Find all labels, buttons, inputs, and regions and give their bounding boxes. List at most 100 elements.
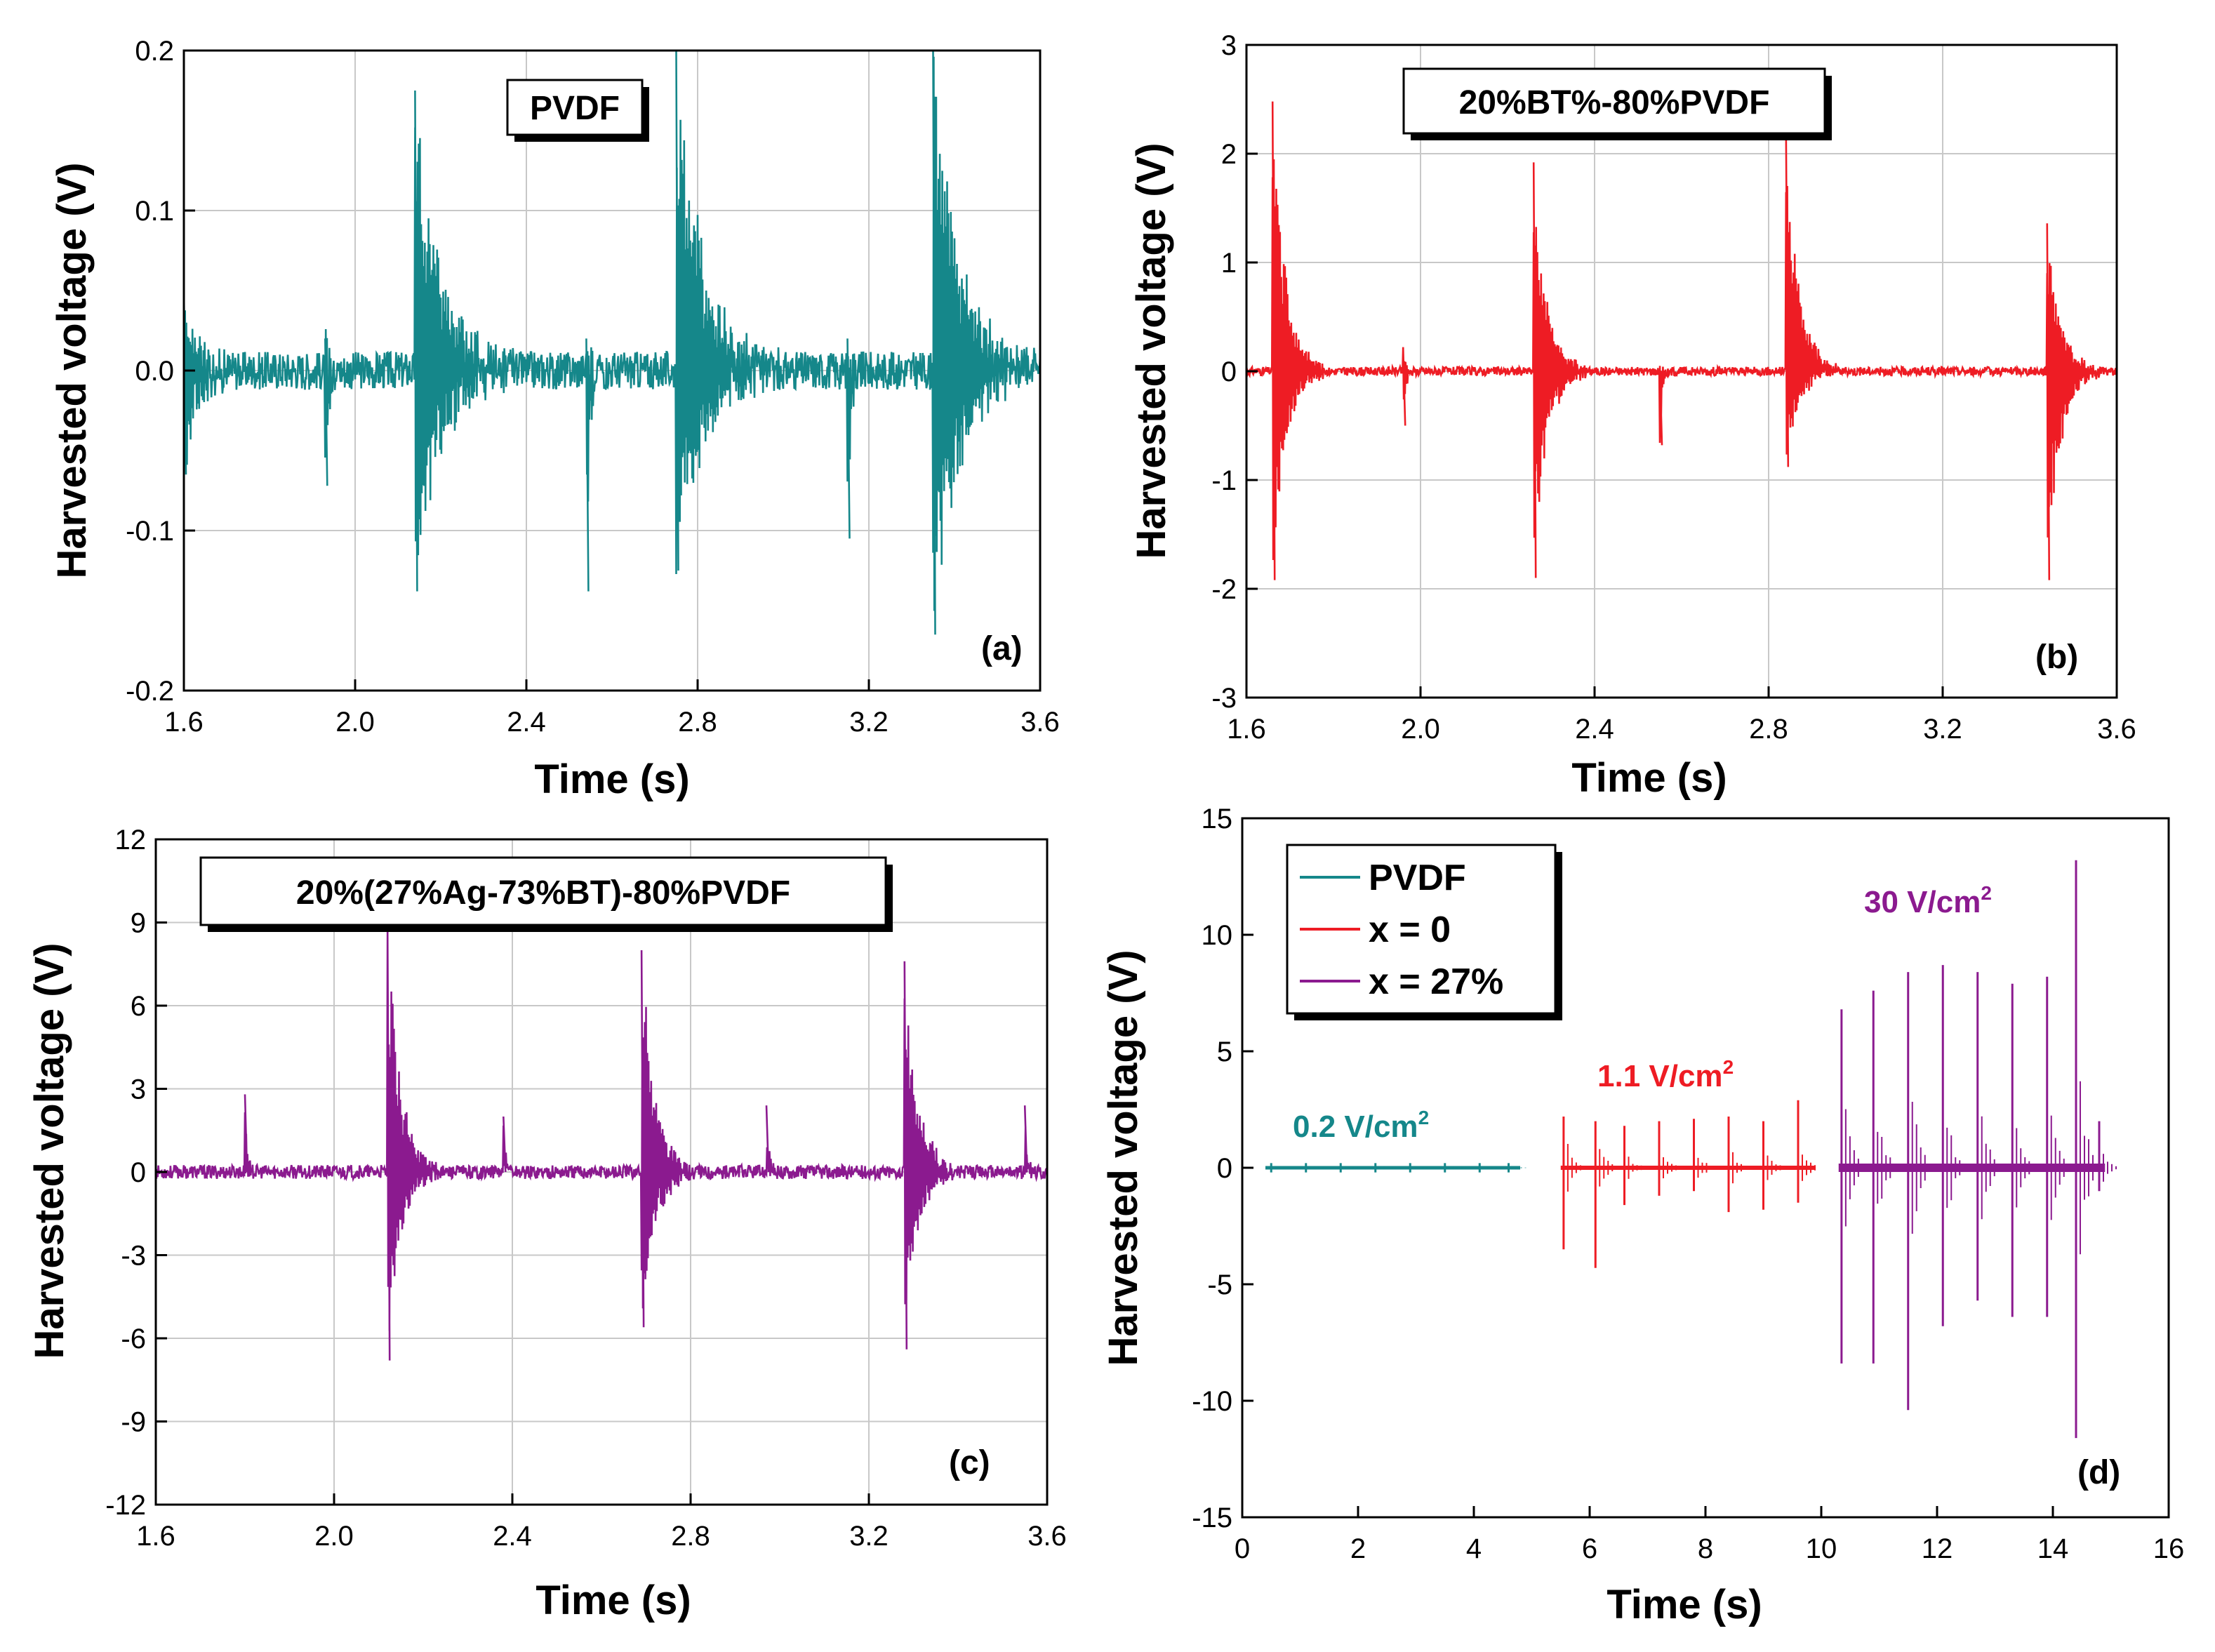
- x-tick-label: 8: [1698, 1533, 1713, 1564]
- x-tick-label: 2: [1350, 1533, 1366, 1564]
- y-tick-label: -6: [121, 1324, 146, 1354]
- panel-c-ylabel: Harvested voltage (V): [27, 942, 72, 1359]
- y-tick-label: -10: [1192, 1386, 1232, 1417]
- y-tick-label: -1: [1211, 465, 1237, 496]
- x-tick-label: 2.8: [1749, 714, 1788, 745]
- series-1: [1560, 1100, 1816, 1268]
- annotation-x27-sup: 2: [1981, 882, 1992, 904]
- y-tick-label: -3: [1211, 683, 1237, 714]
- y-tick-label: -9: [121, 1407, 146, 1438]
- panel-d-comparison: 0 2 4 6 8 10 12 14 16 -15 -10 -5 0 5 10 15 PVDF x = 0 x…: [1100, 804, 2184, 1627]
- panel-a-box-label: PVDF: [506, 79, 649, 142]
- annotation-x0-sup: 2: [1723, 1056, 1734, 1078]
- x-tick-label: 14: [2037, 1533, 2069, 1564]
- y-tick-label: 12: [115, 825, 147, 855]
- y-tick-label: 5: [1217, 1037, 1232, 1067]
- y-tick-label: 10: [1202, 920, 1233, 951]
- panel-d-legend: PVDF x = 0 x = 27%: [1286, 844, 1562, 1020]
- y-tick-label: 0.1: [135, 196, 174, 227]
- panel-b-box-label: 20%BT%-80%PVDF: [1402, 67, 1832, 140]
- panel-a-xlabel: Time (s): [534, 757, 689, 802]
- x-tick-label: 3.6: [1027, 1521, 1067, 1552]
- y-tick-label: 0: [131, 1157, 146, 1188]
- annotation-x27-density: 30 V/cm2: [1864, 882, 1992, 919]
- y-tick-label: 15: [1202, 804, 1233, 834]
- panel-d-ticks: 0 2 4 6 8 10 12 14 16 -15 -10 -5 0 5 10 15: [1192, 804, 2184, 1564]
- y-tick-label: -0.2: [126, 676, 174, 707]
- y-tick-label: 3: [131, 1074, 146, 1105]
- y-tick-label: 0: [1221, 357, 1237, 387]
- x-tick-label: 2.0: [335, 707, 375, 738]
- x-tick-label: 3.6: [2097, 714, 2136, 745]
- annotation-x27-text: 30 V/cm: [1864, 885, 1981, 919]
- x-tick-label: 12: [1922, 1533, 1953, 1564]
- panel-b-ylabel: Harvested voltage (V): [1129, 142, 1174, 559]
- panel-b-bt-pvdf: 1.6 2.0 2.4 2.8 3.2 3.6 -3 -2 -1 0 1 2 3 20%BT%-80%P…: [1129, 30, 2136, 801]
- x-tick-label: 3.2: [849, 707, 889, 738]
- x-tick-label: 2.0: [314, 1521, 354, 1552]
- panel-b-xlabel: Time (s): [1571, 755, 1727, 801]
- x-tick-label: 3.2: [849, 1521, 889, 1552]
- panel-c-label: (c): [949, 1444, 990, 1481]
- x-tick-label: 1.6: [1227, 714, 1266, 745]
- panel-b-trace: [1245, 101, 2118, 580]
- x-tick-label: 16: [2153, 1533, 2185, 1564]
- panel-a-label: (a): [981, 630, 1023, 667]
- annotation-pvdf-sup: 2: [1418, 1107, 1430, 1128]
- x-tick-label: 6: [1582, 1533, 1597, 1564]
- x-tick-label: 2.0: [1401, 714, 1440, 745]
- y-tick-label: 2: [1221, 139, 1237, 170]
- panel-d-ylabel: Harvested voltage (V): [1100, 950, 1146, 1366]
- y-tick-label: -5: [1207, 1270, 1232, 1300]
- panel-d-label: (d): [2077, 1454, 2120, 1491]
- y-tick-label: 0.0: [135, 356, 174, 387]
- y-tick-label: -15: [1192, 1503, 1232, 1533]
- annotation-pvdf-density: 0.2 V/cm2: [1293, 1107, 1429, 1144]
- y-tick-label: 9: [131, 908, 146, 939]
- series-2: [1838, 860, 2117, 1439]
- legend-label-x0: x = 0: [1369, 910, 1451, 950]
- y-tick-label: -0.1: [126, 516, 174, 547]
- panel-a-pvdf: 1.6 2.0 2.4 2.8 3.2 3.6 -0.2 -0.1 0.0 0.1 0.2 PVDF…: [49, 36, 1060, 802]
- panel-a-ticks: 1.6 2.0 2.4 2.8 3.2 3.6 -0.2 -0.1 0.0 0.1 0.2: [126, 36, 1060, 738]
- legend-label-x27: x = 27%: [1369, 961, 1503, 1002]
- y-tick-label: -3: [121, 1241, 146, 1272]
- panel-c-trace: [154, 924, 1049, 1361]
- panel-a-box-text: PVDF: [530, 90, 620, 127]
- x-tick-label: 4: [1466, 1533, 1482, 1564]
- panel-c-box-label: 20%(27%Ag-73%BT)-80%PVDF: [199, 856, 893, 932]
- panel-d-xlabel: Time (s): [1607, 1582, 1762, 1627]
- panel-c-box-text: 20%(27%Ag-73%BT)-80%PVDF: [296, 874, 790, 912]
- x-tick-label: 3.2: [1923, 714, 1962, 745]
- annotation-x0-density: 1.1 V/cm2: [1597, 1056, 1734, 1093]
- legend-label-pvdf: PVDF: [1369, 858, 1466, 898]
- y-tick-label: 0.2: [135, 36, 174, 67]
- annotation-x0-text: 1.1 V/cm: [1597, 1059, 1723, 1093]
- panel-b-box-text: 20%BT%-80%PVDF: [1459, 84, 1770, 121]
- y-tick-label: 6: [131, 991, 146, 1022]
- x-tick-label: 3.6: [1020, 707, 1060, 738]
- series-0: [1265, 1163, 1526, 1173]
- y-tick-label: -12: [105, 1490, 146, 1521]
- annotation-pvdf-text: 0.2 V/cm: [1293, 1110, 1418, 1144]
- y-tick-label: 0: [1217, 1153, 1232, 1184]
- panel-c-ticks: 1.6 2.0 2.4 2.8 3.2 3.6 -12 -9 -6 -3 0 3 6 9 12: [105, 825, 1067, 1552]
- x-tick-label: 2.4: [493, 1521, 532, 1552]
- x-tick-label: 1.6: [164, 707, 204, 738]
- y-tick-label: 1: [1221, 248, 1237, 279]
- x-tick-label: 2.8: [671, 1521, 710, 1552]
- x-tick-label: 0: [1235, 1533, 1250, 1564]
- x-tick-label: 10: [1806, 1533, 1837, 1564]
- panel-c-ag-bt-pvdf: 1.6 2.0 2.4 2.8 3.2 3.6 -12 -9 -6 -3 0 3 6 9 12 20%(27…: [27, 825, 1067, 1623]
- panel-b-ticks: 1.6 2.0 2.4 2.8 3.2 3.6 -3 -2 -1 0 1 2 3: [1211, 30, 2136, 745]
- y-tick-label: 3: [1221, 30, 1237, 61]
- y-tick-label: -2: [1211, 574, 1237, 605]
- panel-a-ylabel: Harvested voltage (V): [49, 162, 95, 578]
- panel-b-label: (b): [2035, 639, 2078, 676]
- panel-c-xlabel: Time (s): [536, 1578, 691, 1623]
- x-tick-label: 2.4: [1575, 714, 1614, 745]
- x-tick-label: 2.8: [678, 707, 717, 738]
- x-tick-label: 2.4: [507, 707, 546, 738]
- x-tick-label: 1.6: [136, 1521, 175, 1552]
